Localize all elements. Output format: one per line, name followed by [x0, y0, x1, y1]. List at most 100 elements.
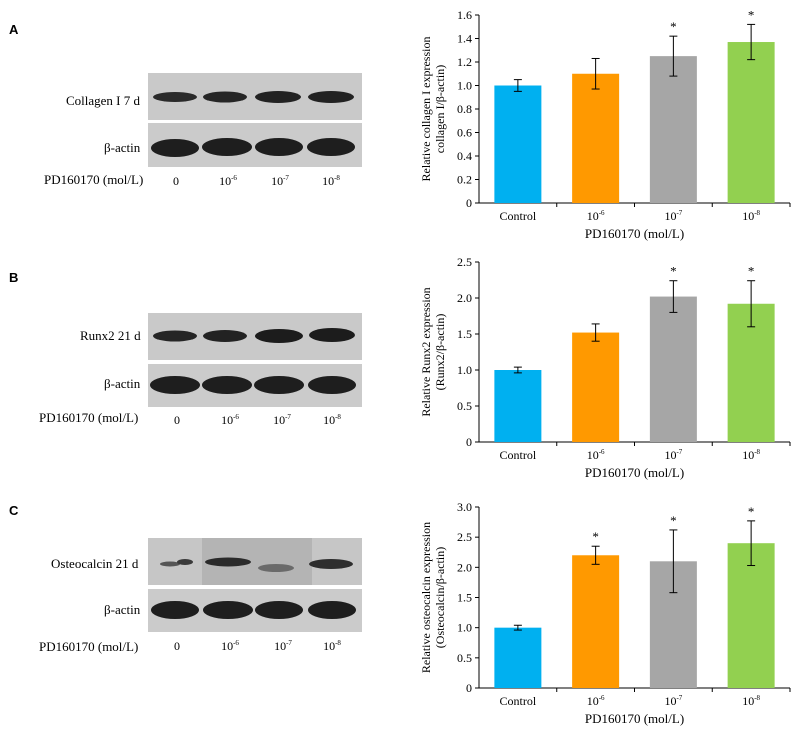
- blot-bands: [148, 313, 362, 360]
- bar: [727, 543, 775, 688]
- band-lane-1: [150, 376, 200, 394]
- y-tick-label: 0.8: [457, 102, 472, 116]
- band-lane-1: [151, 601, 199, 619]
- lane-label: 0: [173, 174, 179, 188]
- band-lane-3: [254, 376, 304, 394]
- y-tick-label: 1.0: [457, 363, 472, 377]
- band-lane-1: [153, 330, 197, 342]
- x-tick-label: 10-6: [587, 448, 605, 462]
- band-lane-4: [308, 376, 356, 394]
- treatment-label: PD160170 (mol/L): [39, 639, 139, 654]
- lane-label: 10-8: [323, 413, 341, 427]
- significance-marker: *: [748, 504, 755, 519]
- y-tick-label: 2.5: [457, 530, 472, 544]
- x-tick-label: Control: [500, 694, 537, 708]
- y-tick-label: 2.5: [457, 255, 472, 269]
- y-axis-title: (Runx2/β-actin): [433, 314, 447, 391]
- significance-marker: *: [670, 264, 677, 279]
- y-tick-label: 1.5: [457, 591, 472, 605]
- y-tick-label: 3.0: [457, 500, 472, 514]
- band-lane-1: [160, 561, 180, 567]
- band-lane-2: [203, 91, 247, 103]
- x-tick-label: 10-7: [664, 694, 682, 708]
- band-lane-2: [203, 330, 247, 342]
- blot-target-label: Osteocalcin 21 d: [51, 556, 139, 571]
- y-tick-label: 1.0: [457, 621, 472, 635]
- band-lane-1b: [177, 559, 193, 565]
- chart-0: 0 0.2 0.4 0.6 0.8 1.0 1.2 1.4 1.6 Control 10-6 * 10-…: [419, 7, 791, 241]
- y-axis-title: Relative Runx2 expression: [419, 287, 433, 416]
- treatment-label: PD160170 (mol/L): [39, 410, 139, 425]
- western-blot-actin: [148, 364, 362, 407]
- band-lane-3: [258, 564, 294, 572]
- x-axis-title: PD160170 (mol/L): [585, 226, 684, 241]
- y-tick-label: 0.6: [457, 126, 472, 140]
- bar: [494, 370, 542, 442]
- treatment-label: PD160170 (mol/L): [44, 172, 144, 187]
- blot-bands: [148, 364, 362, 407]
- band-lane-1: [151, 139, 199, 157]
- significance-marker: *: [748, 264, 755, 279]
- band-lane-3: [255, 329, 303, 343]
- lane-label: 10-6: [221, 639, 239, 653]
- panel-letter-c: C: [9, 503, 19, 518]
- blot-bands: [148, 123, 362, 167]
- y-tick-label: 2.0: [457, 291, 472, 305]
- significance-marker: *: [670, 513, 677, 528]
- x-tick-label: 10-8: [742, 209, 760, 223]
- blot-control-label: β-actin: [104, 602, 141, 617]
- y-axis-title: (Osteocalcin/β-actin): [433, 547, 447, 648]
- bar: [572, 73, 620, 203]
- lane-label: 10-8: [323, 639, 341, 653]
- western-blot-target: [148, 538, 362, 585]
- bar: [649, 56, 697, 203]
- chart-2: 0 0.5 1.0 1.5 2.0 2.5 3.0 Control * 10-6 * 10-7 * 10-…: [419, 500, 791, 726]
- lane-label: 10-7: [271, 174, 289, 188]
- band-lane-3: [255, 91, 301, 103]
- y-tick-label: 1.5: [457, 327, 472, 341]
- blot-bands: [148, 73, 362, 120]
- band-lane-2: [202, 138, 252, 156]
- x-axis-title: PD160170 (mol/L): [585, 465, 684, 480]
- y-axis-title: collagen I/β-actin): [433, 65, 447, 153]
- bar: [649, 296, 697, 442]
- band-lane-4: [308, 91, 354, 103]
- lane-label: 10-8: [322, 174, 340, 188]
- band-lane-1: [153, 92, 197, 102]
- significance-marker: *: [592, 529, 599, 544]
- lane-label: 0: [174, 639, 180, 653]
- band-lane-4: [308, 601, 356, 619]
- x-tick-label: 10-8: [742, 448, 760, 462]
- x-tick-label: 10-6: [587, 694, 605, 708]
- y-tick-label: 1.4: [457, 32, 472, 46]
- band-lane-3: [255, 601, 303, 619]
- lane-label: 10-6: [219, 174, 237, 188]
- western-blot-target: [148, 73, 362, 120]
- x-tick-label: 10-8: [742, 694, 760, 708]
- band-lane-4: [309, 328, 355, 342]
- y-tick-label: 0: [466, 196, 472, 210]
- x-axis-title: PD160170 (mol/L): [585, 711, 684, 726]
- y-tick-label: 2.0: [457, 560, 472, 574]
- y-tick-label: 1.2: [457, 55, 472, 69]
- western-blot-actin: [148, 123, 362, 167]
- chart-1: 0 0.5 1.0 1.5 2.0 2.5 Control 10-6 * 10-7 * 10-8 PD1…: [419, 255, 791, 480]
- band-lane-3: [255, 138, 303, 156]
- x-tick-label: 10-6: [587, 209, 605, 223]
- y-axis-title: Relative collagen I expression: [419, 37, 433, 182]
- x-tick-label: Control: [500, 209, 537, 223]
- blot-bands: [148, 538, 362, 585]
- y-tick-label: 0.2: [457, 173, 472, 187]
- band-lane-2: [203, 601, 253, 619]
- significance-marker: *: [748, 7, 755, 22]
- lane-label: 10-7: [273, 413, 291, 427]
- blot-control-label: β-actin: [104, 376, 141, 391]
- y-tick-label: 1.0: [457, 79, 472, 93]
- x-tick-label: 10-7: [664, 448, 682, 462]
- blot-target-label: Runx2 21 d: [80, 328, 141, 343]
- blot-target-label: Collagen I 7 d: [66, 93, 141, 108]
- y-tick-label: 0: [466, 681, 472, 695]
- lane-label: 10-6: [221, 413, 239, 427]
- band-lane-2: [205, 557, 251, 567]
- band-lane-4: [307, 138, 355, 156]
